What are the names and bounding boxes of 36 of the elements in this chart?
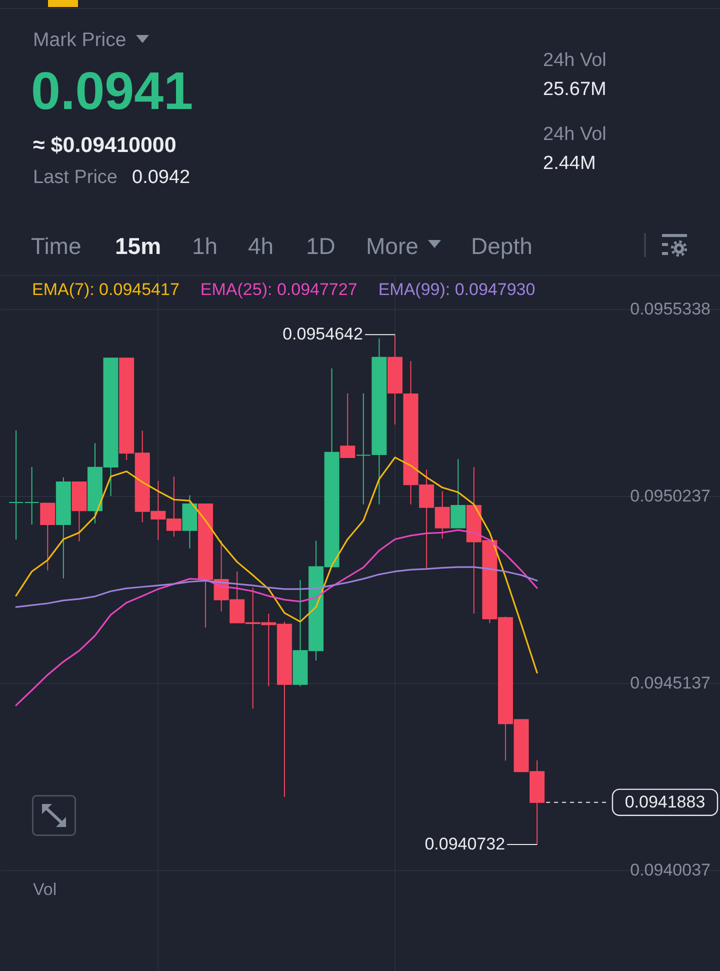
line-series (15, 456, 538, 674)
text: 0.0941 (31, 62, 194, 120)
text: EMA(99): 0.0947930 (378, 280, 536, 300)
text: Last Price (33, 166, 118, 188)
line-series (15, 566, 538, 608)
text: More (366, 232, 418, 258)
text: Mark Price (33, 29, 126, 52)
text: EMA(7): 0.0945417 (32, 280, 180, 300)
candlestick (340, 392, 356, 458)
candlestick (40, 502, 56, 571)
y-tick-label: 0.0940037 (630, 860, 710, 880)
text: ≈ $0.09410000 (33, 133, 176, 158)
text: 1D (306, 232, 336, 258)
text: 25.67M (543, 78, 606, 100)
candlestick (356, 392, 371, 505)
text: 24h Vol (543, 50, 606, 70)
annotation: 0.0954642 (282, 324, 363, 344)
candlestick (8, 430, 24, 540)
y-tick-label: 0.0950237 (630, 486, 710, 506)
text: Depth (471, 232, 532, 258)
text: Time (31, 232, 82, 258)
text: 1h (192, 232, 218, 258)
annotation: 0.0940732 (424, 834, 506, 854)
text: 4h (248, 232, 274, 258)
candlestick (24, 466, 40, 526)
text: 15m (115, 232, 162, 258)
text: EMA(25): 0.0947727 (200, 280, 358, 300)
text: 0.0942 (132, 166, 190, 188)
candlestick (450, 458, 466, 528)
y-tick-label: 0.0945137 (630, 674, 710, 693)
text: 2.44M (543, 152, 596, 174)
line-series (15, 529, 538, 706)
text: Vol (33, 880, 57, 898)
y-tick-label: 0.0955338 (630, 300, 710, 319)
ref-line-label: 0.0941883 (624, 792, 706, 812)
text: 24h Vol (543, 124, 606, 144)
